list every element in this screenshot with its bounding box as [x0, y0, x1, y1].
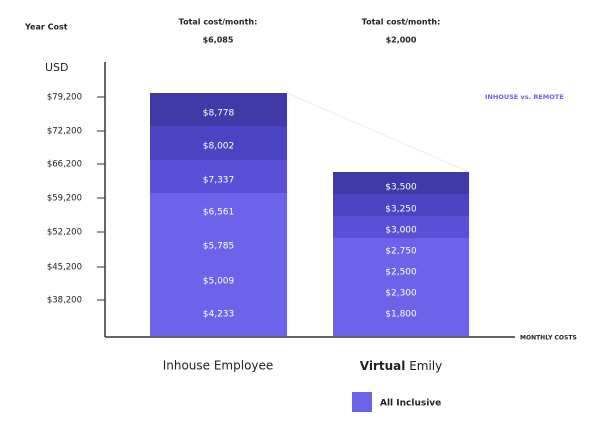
y-tick-label: $72,200: [47, 127, 82, 137]
bar-band: [333, 172, 469, 194]
column-amount: $6,085: [203, 36, 234, 45]
column-heading: Total cost/month:: [179, 18, 258, 27]
segment-label: $8,002: [203, 142, 235, 152]
y-tick-label: $66,200: [47, 160, 82, 170]
annotation: INHOUSE vs. REMOTE: [485, 93, 564, 101]
bar-band: [150, 126, 287, 160]
y-tick-label: $38,200: [47, 296, 82, 306]
segment-label: $5,009: [203, 277, 235, 287]
bar-band: [333, 194, 469, 216]
segment-label: $3,000: [385, 226, 417, 236]
bar-label-bold: Virtual: [360, 359, 406, 373]
column-heading: Total cost/month:: [362, 18, 441, 27]
segment-label: $5,785: [203, 242, 235, 252]
bar-band: [150, 93, 287, 126]
y-tick-label: $52,200: [47, 228, 82, 238]
segment-label: $4,233: [203, 310, 235, 320]
segment-label: $1,800: [385, 310, 417, 320]
y-tick-label: $79,200: [47, 93, 82, 103]
y-tick-label: $59,200: [47, 194, 82, 204]
segment-label: $6,561: [203, 208, 235, 218]
segment-label: $8,778: [203, 109, 235, 119]
bar-label: Virtual Emily: [360, 359, 442, 373]
segment-label: $2,750: [385, 247, 417, 257]
legend-label: All Inclusive: [380, 399, 441, 409]
segment-label: $2,500: [385, 268, 417, 278]
bar-label-rest: Emily: [409, 359, 442, 373]
axis-unit: USD: [45, 61, 69, 74]
bar-band: [150, 160, 287, 193]
segment-label: $7,337: [203, 176, 235, 186]
bar-label: Inhouse Employee: [163, 359, 274, 373]
segment-label: $3,250: [385, 205, 417, 215]
bar-band: [150, 193, 287, 336]
bar-band: [333, 238, 469, 336]
segment-label: $2,300: [385, 289, 417, 299]
bars: $79,200 $72,200 $66,200 $59,200 $52,200 $45,2…: [47, 93, 469, 336]
year-cost-label: Year Cost: [24, 23, 68, 32]
x-axis-label: MONTHLY COSTS: [520, 335, 577, 342]
segment-label: $3,500: [385, 183, 417, 193]
y-tick-label: $45,200: [47, 263, 82, 273]
column-amount: $2,000: [386, 36, 417, 45]
connector: [286, 92, 470, 173]
legend-swatch: [352, 392, 372, 412]
bar-band: [333, 216, 469, 238]
